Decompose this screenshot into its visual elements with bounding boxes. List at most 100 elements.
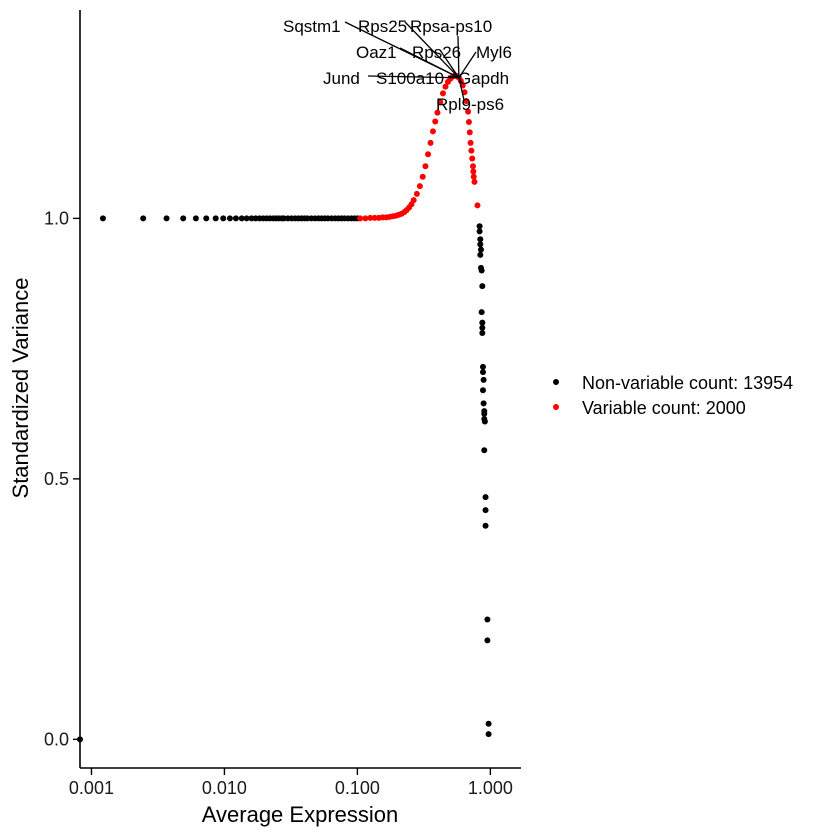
non-variable-point: [482, 494, 489, 501]
variable-point: [371, 214, 378, 221]
legend-label-non-variable: Non-variable count: 13954: [582, 373, 793, 393]
variable-point: [468, 147, 475, 154]
gene-label: Rpsa-ps10: [410, 17, 492, 36]
non-variable-point: [477, 246, 484, 253]
variable-point: [416, 183, 423, 190]
gene-label-leader-line: [447, 75, 460, 79]
variable-point: [463, 98, 470, 105]
legend-item-variable: Variable count: 2000: [553, 398, 746, 418]
x-tick-label: 0.100: [335, 778, 380, 798]
gene-label: Rps25: [358, 17, 407, 36]
variable-point: [439, 90, 446, 97]
non-variable-point: [248, 215, 255, 222]
variable-point: [425, 151, 432, 158]
non-variable-point: [238, 215, 245, 222]
variable-point: [362, 215, 369, 222]
gene-label-leader-line: [404, 21, 460, 79]
gene-label-leader-line: [457, 35, 460, 78]
y-tick-label: 1.0: [44, 208, 69, 228]
variable-point: [474, 202, 481, 209]
variable-point: [422, 163, 429, 170]
variable-point: [470, 173, 477, 180]
non-variable-points: [77, 215, 492, 743]
non-variable-point: [140, 215, 147, 222]
gene-label-leader-line: [399, 47, 460, 79]
variable-point: [465, 119, 472, 126]
non-variable-point: [480, 376, 487, 383]
gene-label: S100a10: [376, 69, 444, 88]
gene-label: Sqstm1: [283, 17, 341, 36]
legend-item-non-variable: Non-variable count: 13954: [553, 373, 793, 393]
axes: [79, 10, 521, 769]
gene-label-leader-line: [367, 75, 459, 79]
variable-point: [419, 173, 426, 180]
variable-point: [469, 163, 476, 170]
non-variable-point: [482, 522, 489, 529]
non-variable-point: [481, 447, 488, 454]
x-tick-label: 0.001: [69, 778, 114, 798]
non-variable-point: [220, 215, 227, 222]
non-variable-point: [484, 637, 491, 644]
variable-point: [413, 190, 420, 197]
non-variable-point: [478, 267, 485, 274]
variable-point: [410, 197, 417, 204]
gene-label: Oaz1: [356, 43, 397, 62]
non-variable-point: [482, 507, 489, 514]
gene-labels: Sqstm1 Rps25 Rpsa-ps10 Oaz1 Rps26 Myl6 Jund S10…: [283, 17, 512, 114]
non-variable-point: [485, 731, 492, 738]
variable-point: [367, 214, 374, 221]
non-variable-point: [226, 215, 233, 222]
legend-label-variable: Variable count: 2000: [582, 398, 746, 418]
variable-point: [442, 83, 449, 90]
non-variable-point: [476, 228, 483, 235]
non-variable-point: [163, 215, 170, 222]
non-variable-point: [243, 215, 250, 222]
non-variable-point: [477, 241, 484, 248]
y-axis-title: Standardized Variance: [8, 278, 33, 499]
x-axis-title: Average Expression: [202, 802, 399, 827]
non-variable-point: [479, 387, 486, 394]
gene-label: Rpl9-ps6: [436, 95, 504, 114]
gene-label: Myl6: [476, 43, 512, 62]
x-tick-label: 0.010: [202, 778, 247, 798]
non-variable-point: [232, 215, 239, 222]
variable-point: [429, 128, 436, 135]
legend: Non-variable count: 13954 Variable count…: [553, 373, 793, 418]
variable-point: [434, 109, 441, 116]
variable-point: [427, 139, 434, 146]
non-variable-point: [479, 324, 486, 331]
legend-swatch-non-variable: [553, 379, 559, 385]
non-variable-point: [477, 251, 484, 258]
legend-swatch-variable: [553, 404, 559, 410]
non-variable-point: [212, 215, 219, 222]
non-variable-point: [477, 236, 484, 243]
non-variable-point: [203, 215, 210, 222]
x-tick-label: 1.000: [468, 778, 513, 798]
gene-label-leader-line: [458, 77, 465, 101]
variable-point: [470, 168, 477, 175]
x-ticks: 0.001 0.010 0.100 1.000: [69, 768, 513, 798]
y-tick-label: 0.5: [44, 469, 69, 489]
y-tick-label: 0.0: [44, 729, 69, 749]
gene-label-leader-line: [458, 51, 477, 79]
variable-point: [432, 118, 439, 125]
non-variable-point: [479, 283, 486, 290]
non-variable-point: [99, 215, 106, 222]
non-variable-point: [481, 418, 488, 425]
non-variable-point: [479, 319, 486, 326]
variable-point: [465, 108, 472, 115]
non-variable-point: [479, 329, 486, 336]
non-variable-point: [484, 616, 491, 623]
non-variable-point: [481, 410, 488, 417]
variable-point: [437, 99, 444, 106]
non-variable-point: [485, 720, 492, 727]
non-variable-point: [476, 223, 483, 230]
non-variable-point: [77, 736, 83, 743]
variable-point: [357, 215, 364, 222]
non-variable-point: [192, 215, 199, 222]
non-variable-point: [479, 369, 486, 376]
y-ticks: 0.0 0.5 1.0: [44, 208, 80, 749]
variable-point: [466, 129, 473, 136]
